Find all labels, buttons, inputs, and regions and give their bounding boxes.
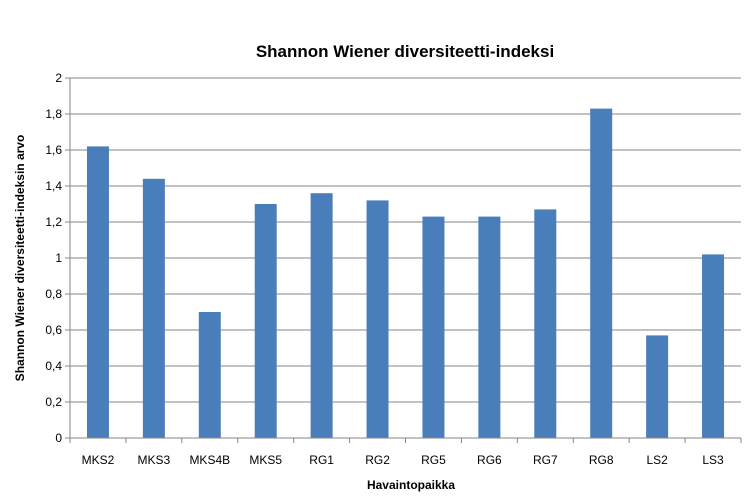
x-tick-label: RG1 bbox=[309, 453, 334, 467]
y-axis-ticks: 0 0,2 0,4 0,6 0,8 1 1,2 1,4 1,6 1,8 2 bbox=[45, 71, 70, 445]
y-tick-label: 2 bbox=[55, 71, 62, 85]
x-axis-ticks: MKS2 MKS3 MKS4B MKS5 RG1 RG2 RG5 RG6 RG7 RG8 LS2 LS… bbox=[69, 438, 742, 467]
y-tick-label: 0,4 bbox=[45, 359, 62, 373]
bar bbox=[702, 254, 725, 438]
x-tick-label: RG2 bbox=[365, 453, 390, 467]
x-tick-label: RG5 bbox=[421, 453, 446, 467]
bars bbox=[86, 108, 725, 439]
gridlines bbox=[70, 77, 741, 403]
y-tick-label: 1,8 bbox=[45, 107, 62, 121]
y-tick-label: 1,6 bbox=[45, 143, 62, 157]
bar bbox=[86, 146, 109, 438]
y-tick-label: 0,8 bbox=[45, 287, 62, 301]
bar bbox=[366, 200, 389, 438]
bar bbox=[310, 193, 333, 438]
x-tick-label: RG8 bbox=[589, 453, 614, 467]
bar bbox=[534, 209, 557, 438]
x-tick-label: MKS2 bbox=[82, 453, 115, 467]
x-tick-label: LS2 bbox=[646, 453, 668, 467]
bar bbox=[198, 312, 221, 438]
x-tick-label: MKS5 bbox=[249, 453, 282, 467]
y-tick-label: 1,2 bbox=[45, 215, 62, 229]
bar bbox=[254, 204, 277, 438]
bar bbox=[478, 216, 501, 438]
y-tick-label: 1 bbox=[55, 251, 62, 265]
bar bbox=[422, 216, 445, 438]
y-tick-label: 0,2 bbox=[45, 395, 62, 409]
y-tick-label: 1,4 bbox=[45, 179, 62, 193]
bar bbox=[646, 335, 669, 438]
x-tick-label: RG7 bbox=[533, 453, 558, 467]
y-axis-label: Shannon Wiener diversiteetti-indeksin ar… bbox=[13, 135, 27, 382]
y-tick-label: 0,6 bbox=[45, 323, 62, 337]
x-tick-label: MKS3 bbox=[138, 453, 171, 467]
bar bbox=[590, 108, 613, 438]
y-tick-label: 0 bbox=[55, 431, 62, 445]
x-tick-label: RG6 bbox=[477, 453, 502, 467]
x-axis-label: Havaintopaikka bbox=[367, 478, 455, 492]
x-tick-label: LS3 bbox=[702, 453, 724, 467]
bar bbox=[142, 178, 165, 439]
chart-title: Shannon Wiener diversiteetti-indeksi bbox=[256, 42, 554, 61]
x-tick-label: MKS4B bbox=[189, 453, 230, 467]
